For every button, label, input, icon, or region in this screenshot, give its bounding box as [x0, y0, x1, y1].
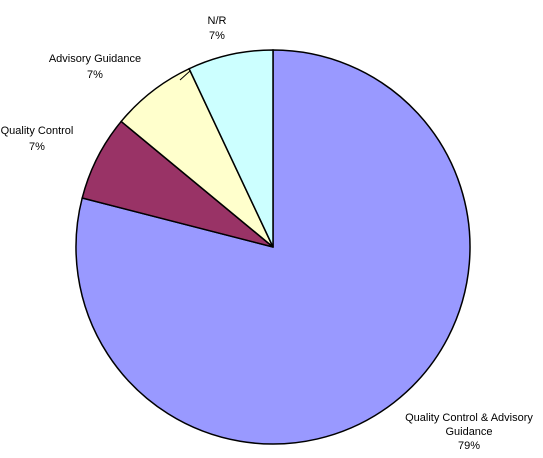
- slice-percent-3: 7%: [209, 30, 225, 42]
- slice-labels: Quality Control & Advisory Guidance 79%Qua…: [1, 15, 534, 452]
- slice-name-0: Guidance: [445, 426, 492, 438]
- slice-label-1: Quality Control 7%: [1, 125, 74, 153]
- pie-slice-3: [188, 49, 274, 248]
- slice-label-2: Advisory Guidance 7%: [49, 53, 141, 81]
- leader-lines: [179, 70, 191, 81]
- slice-label-3: N/R 7%: [208, 15, 227, 42]
- slice-percent-0: 79%: [458, 440, 480, 452]
- leader-line-2: [179, 70, 191, 81]
- slice-name-2: Advisory Guidance: [49, 53, 141, 65]
- slice-name-0: Quality Control & Advisory: [405, 412, 533, 424]
- slice-name-3: N/R: [208, 15, 227, 27]
- pie-slices: [75, 49, 471, 445]
- slice-percent-1: 7%: [29, 141, 45, 153]
- slice-name-1: Quality Control: [1, 125, 74, 137]
- slice-percent-2: 7%: [87, 69, 103, 81]
- pie-slice-0: [75, 49, 471, 445]
- slice-label-0: Quality Control & Advisory Guidance 79%: [405, 412, 533, 452]
